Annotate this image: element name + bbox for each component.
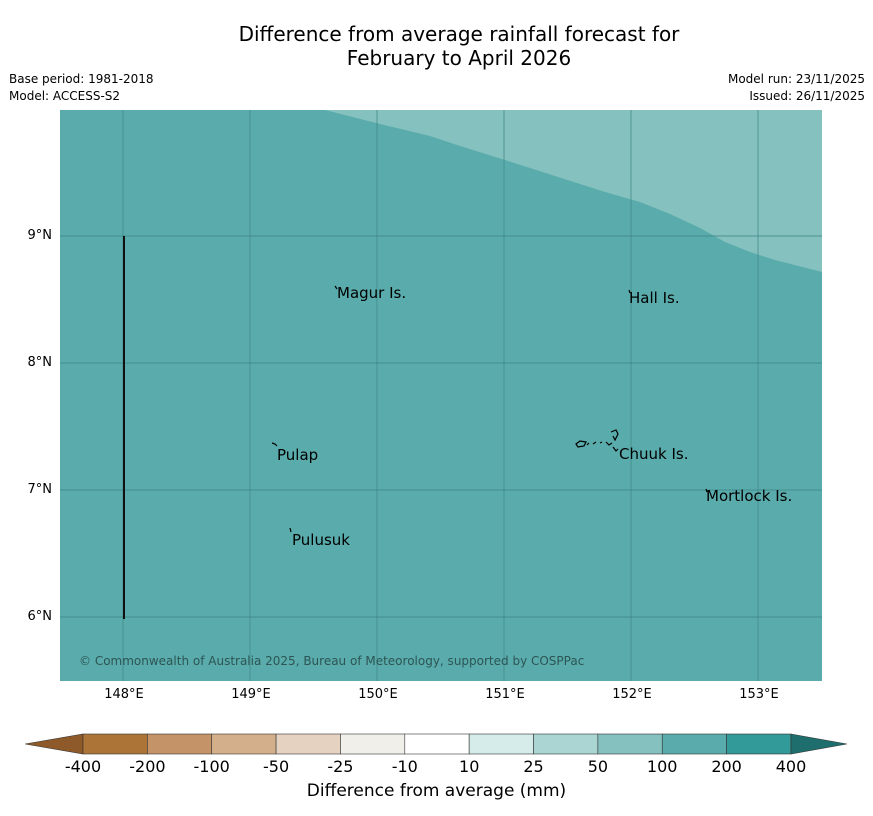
- meta-right: Model run: 23/11/2025 Issued: 26/11/2025: [728, 71, 865, 105]
- lon-label-153e: 153°E: [739, 687, 779, 702]
- colorbar: [25, 733, 848, 755]
- colorbar-tick-label: -10: [391, 757, 418, 776]
- chart-title: Difference from average rainfall forecas…: [0, 22, 873, 70]
- colorbar-segment: [468, 733, 534, 755]
- colorbar-segment: [533, 733, 599, 755]
- colorbar-segment: [597, 733, 663, 755]
- colorbar-segment: [275, 733, 341, 755]
- pulusuk-coast: [289, 527, 292, 533]
- colorbar-segment: [404, 733, 470, 755]
- colorbar-segment: [340, 733, 406, 755]
- base-period: Base period: 1981-2018: [9, 72, 154, 86]
- place-label-pulap: Pulap: [277, 446, 319, 464]
- model-run: Model run: 23/11/2025: [727, 72, 865, 86]
- place-label-magur: Magur Is.: [337, 284, 407, 302]
- colorbar-tick-label: -50: [263, 757, 290, 776]
- lon-label-148e: 148°E: [104, 687, 144, 702]
- place-label-hall: Hall Is.: [629, 289, 680, 307]
- mortlock-coast: [705, 488, 708, 493]
- colorbar-tick-label: -25: [327, 757, 354, 776]
- lon-label-151e: 151°E: [485, 687, 525, 702]
- colorbar-tick-label: 10: [459, 757, 480, 776]
- colorbar-over-arrow: [790, 733, 848, 755]
- chuuk-lagoon-coast: [575, 429, 619, 452]
- colorbar-segment: [211, 733, 277, 755]
- colorbar-under-arrow: [25, 733, 84, 755]
- lon-label-150e: 150°E: [358, 687, 398, 702]
- meta-left: Base period: 1981-2018 Model: ACCESS-S2: [9, 71, 154, 105]
- colorbar-tick-label: 200: [711, 757, 742, 776]
- colorbar-segment: [726, 733, 792, 755]
- colorbar-segments: [82, 733, 792, 755]
- colorbar-segment: [661, 733, 727, 755]
- title-line-2: February to April 2026: [346, 46, 572, 70]
- lat-label-7n: 7°N: [27, 482, 53, 497]
- title-line-1: Difference from average rainfall forecas…: [238, 22, 680, 46]
- lon-label-149e: 149°E: [231, 687, 271, 702]
- lat-label-9n: 9°N: [27, 228, 53, 243]
- colorbar-segment: [147, 733, 213, 755]
- lon-label-152e: 152°E: [612, 687, 652, 702]
- pulap-coast: [271, 442, 278, 447]
- colorbar-tick-label: 50: [587, 757, 609, 776]
- coastlines: [271, 285, 708, 533]
- map-panel[interactable]: [60, 110, 822, 681]
- rainfall-class-upper: [325, 110, 822, 272]
- place-label-mortlock: Mortlock Is.: [706, 487, 793, 505]
- hall-island-coast: [628, 289, 631, 294]
- graticule: [60, 110, 822, 681]
- colorbar-tick-label: 400: [775, 757, 807, 776]
- lat-label-6n: 6°N: [27, 609, 53, 624]
- colorbar-segment: [82, 733, 148, 755]
- colorbar-tick-label: 25: [523, 757, 544, 776]
- place-label-chuuk: Chuuk Is.: [619, 445, 689, 463]
- colorbar-label: Difference from average (mm): [306, 781, 567, 801]
- place-label-pulusuk: Pulusuk: [292, 531, 350, 549]
- issued-date: Issued: 26/11/2025: [749, 89, 865, 103]
- magur-island-coast: [334, 285, 338, 290]
- map-canvas: [60, 110, 822, 681]
- colorbar-tick-label: -100: [193, 757, 230, 776]
- copyright-notice: © Commonwealth of Australia 2025, Bureau…: [79, 654, 585, 668]
- colorbar-tick-label: -400: [64, 757, 102, 776]
- lat-label-8n: 8°N: [27, 355, 53, 370]
- colorbar-tick-label: 100: [646, 757, 678, 776]
- colorbar-tick-label: -200: [129, 757, 166, 776]
- model-name: Model: ACCESS-S2: [9, 89, 121, 103]
